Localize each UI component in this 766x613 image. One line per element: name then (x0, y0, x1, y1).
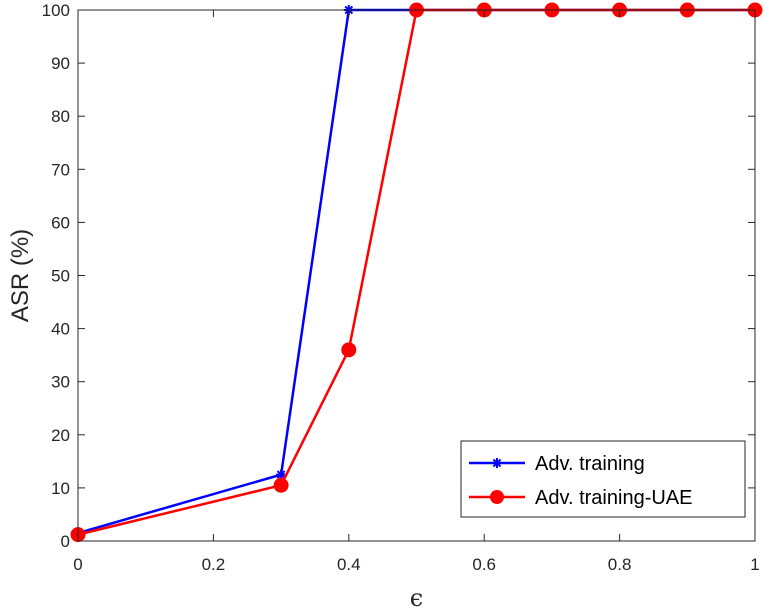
x-tick-label: 0 (73, 555, 82, 574)
x-axis-label: ϵ (410, 584, 423, 612)
y-tick-label: 50 (51, 267, 70, 286)
y-tick-label: 0 (61, 532, 70, 551)
y-tick-label: 40 (51, 320, 70, 339)
marker-stroke (276, 470, 286, 479)
x-tick-label: 0.4 (337, 555, 361, 574)
y-tick-label: 70 (51, 160, 70, 179)
x-tick-label: 0.6 (472, 555, 496, 574)
legend-label: Adv. training-UAE (535, 487, 692, 509)
legend-swatch-marker (490, 490, 504, 504)
y-tick-label: 60 (51, 213, 70, 232)
legend: Adv. training Adv. training-UAE (460, 440, 746, 518)
y-tick-label: 80 (51, 107, 70, 126)
y-tick-label: 90 (51, 54, 70, 73)
x-tick-label: 0.2 (202, 555, 226, 574)
y-axis-label: ASR (%) (7, 229, 34, 322)
y-tick-label: 100 (42, 1, 70, 20)
x-tick-label: 1 (750, 555, 759, 574)
marker-stroke (492, 458, 502, 468)
y-tick-label: 10 (51, 479, 70, 498)
legend-swatch-marker (492, 458, 502, 468)
series-2-point (341, 342, 357, 358)
legend-box (460, 440, 746, 518)
y-tick-label: 30 (51, 373, 70, 392)
y-tick-label: 20 (51, 426, 70, 445)
x-tick-label: 0.8 (608, 555, 632, 574)
legend-label: Adv. training (535, 453, 645, 475)
series-2-point (273, 477, 289, 493)
